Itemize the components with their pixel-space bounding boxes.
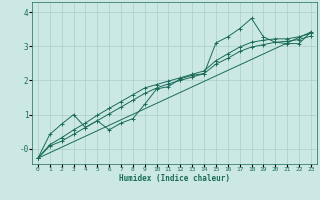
X-axis label: Humidex (Indice chaleur): Humidex (Indice chaleur) [119, 174, 230, 183]
